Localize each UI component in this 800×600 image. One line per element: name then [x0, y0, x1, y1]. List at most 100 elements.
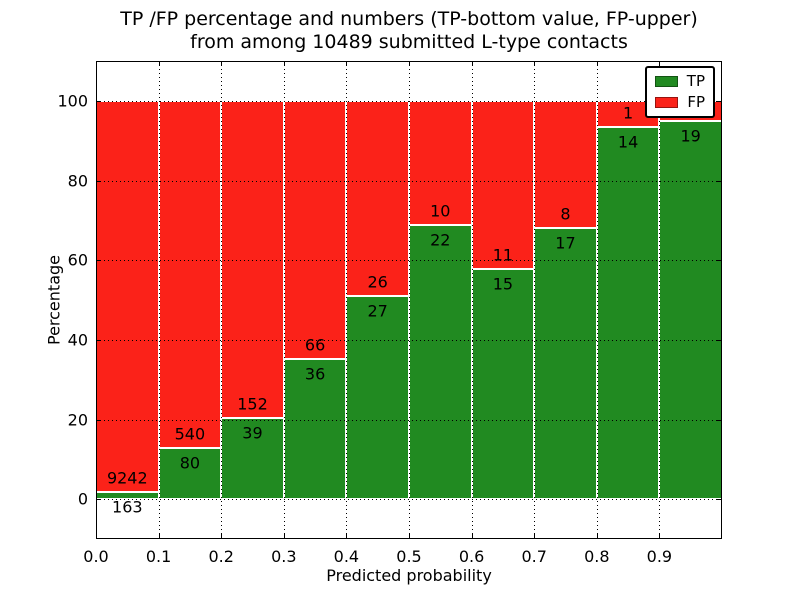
y-tick-label: 100 — [57, 91, 88, 111]
legend-label-tp: TP — [686, 72, 705, 90]
x-tick-mark — [96, 61, 97, 66]
x-axis-label: Predicted probability — [326, 566, 492, 585]
bar-value-label-tp: 15 — [492, 274, 514, 294]
chart-title-line2: from among 10489 submitted L-type contac… — [190, 31, 628, 53]
bar-segment-tp — [471, 269, 535, 500]
bar-value-label-fp: 152 — [237, 394, 268, 414]
legend-label-fp: FP — [687, 93, 705, 111]
legend: TP FP — [645, 66, 715, 118]
x-tick-label: 0.8 — [584, 547, 610, 566]
x-tick-mark — [659, 61, 661, 66]
bar-segment-fp — [221, 100, 284, 418]
horizontal-gridline — [96, 339, 722, 341]
bar-value-label-tp: 36 — [304, 364, 326, 384]
x-tick-mark — [346, 534, 348, 539]
legend-swatch-tp — [655, 76, 678, 87]
bar-segment-tp — [409, 225, 472, 500]
y-tick-label: 20 — [67, 410, 88, 429]
x-tick-mark — [596, 534, 598, 539]
x-tick-mark — [221, 61, 223, 66]
y-tick-mark — [96, 180, 101, 182]
bar-segment-tp — [158, 447, 222, 500]
horizontal-gridline — [96, 419, 722, 421]
y-tick-mark — [717, 419, 722, 421]
bar-value-label-tp: 163 — [112, 497, 143, 517]
bar-value-label-tp: 14 — [617, 132, 639, 152]
bar-segment-fp — [96, 100, 159, 493]
x-tick-label: 0.3 — [271, 547, 297, 566]
plot-area: TP FP 9242 163 540 80 152 39 66 36 26 27 10 22 11 15 8… — [96, 61, 722, 539]
x-tick-label: 0.7 — [521, 547, 547, 566]
vertical-gridline — [346, 61, 348, 539]
x-tick-mark — [158, 61, 160, 66]
y-tick-mark — [96, 100, 101, 102]
x-tick-mark — [409, 534, 410, 539]
y-tick-mark — [96, 499, 101, 501]
bar-value-label-tp: 17 — [555, 233, 576, 253]
bar-value-label-fp: 10 — [430, 201, 451, 221]
vertical-gridline — [283, 61, 285, 539]
y-tick-mark — [96, 419, 101, 421]
bar-segment-tp — [659, 120, 722, 500]
y-tick-mark — [717, 100, 722, 102]
bar-value-label-tp: 80 — [179, 453, 201, 473]
vertical-gridline — [659, 61, 661, 539]
y-tick-mark — [96, 260, 101, 262]
x-tick-label: 0.6 — [458, 547, 485, 566]
horizontal-gridline — [96, 260, 722, 262]
bar-value-label-tp: 22 — [430, 230, 451, 250]
x-tick-mark — [534, 61, 536, 66]
bar-segment-fp — [346, 100, 409, 297]
vertical-gridline — [158, 61, 160, 539]
y-tick-mark — [717, 499, 722, 501]
y-tick-mark — [717, 339, 722, 341]
legend-swatch-fp — [655, 97, 679, 108]
x-tick-mark — [471, 61, 473, 66]
y-tick-mark — [717, 180, 722, 182]
bar-value-label-fp: 1 — [623, 103, 634, 123]
bar-segment-fp — [283, 100, 347, 359]
x-tick-label: 0.1 — [145, 547, 172, 566]
bar-value-label-fp: 8 — [560, 204, 571, 224]
bar-value-label-fp: 11 — [492, 245, 514, 265]
vertical-gridline — [471, 61, 473, 539]
x-tick-mark — [221, 534, 223, 539]
bar-segment-tp — [534, 228, 597, 500]
legend-item-tp: TP — [655, 74, 705, 89]
y-tick-mark — [96, 339, 101, 341]
bar-value-label-fp: 26 — [367, 272, 388, 292]
x-tick-label: 0.2 — [208, 547, 234, 566]
bar-segment-tp — [346, 296, 409, 500]
vertical-gridline — [409, 61, 410, 539]
x-tick-label: 0.0 — [83, 547, 109, 566]
horizontal-gridline — [96, 100, 722, 102]
bar-segment-fp — [471, 100, 535, 270]
x-tick-mark — [158, 534, 160, 539]
x-tick-mark — [283, 61, 285, 66]
y-tick-label: 60 — [67, 250, 88, 270]
bar-value-label-fp: 540 — [174, 424, 206, 444]
x-tick-mark — [534, 534, 536, 539]
bar-segment-tp — [596, 127, 660, 500]
x-tick-mark — [659, 534, 661, 539]
horizontal-gridline — [96, 499, 722, 501]
bar-value-label-tp: 39 — [242, 423, 263, 443]
vertical-gridline — [534, 61, 536, 539]
bar-value-label-tp: 27 — [367, 301, 388, 321]
y-tick-label: 0 — [77, 489, 88, 509]
x-tick-mark — [283, 534, 285, 539]
x-tick-mark — [346, 61, 348, 66]
vertical-gridline — [596, 61, 598, 539]
x-tick-mark — [596, 61, 598, 66]
chart-title-line1: TP /FP percentage and numbers (TP-bottom… — [120, 8, 698, 30]
bar-segment-fp — [158, 100, 222, 448]
vertical-gridline — [221, 61, 223, 539]
x-tick-mark — [96, 534, 97, 539]
chart-title: TP /FP percentage and numbers (TP-bottom… — [96, 8, 722, 54]
y-tick-mark — [717, 260, 722, 262]
horizontal-gridline — [96, 180, 722, 182]
x-tick-label: 0.9 — [646, 547, 673, 566]
bar-value-label-fp: 66 — [304, 335, 326, 355]
x-tick-label: 0.4 — [333, 547, 360, 566]
